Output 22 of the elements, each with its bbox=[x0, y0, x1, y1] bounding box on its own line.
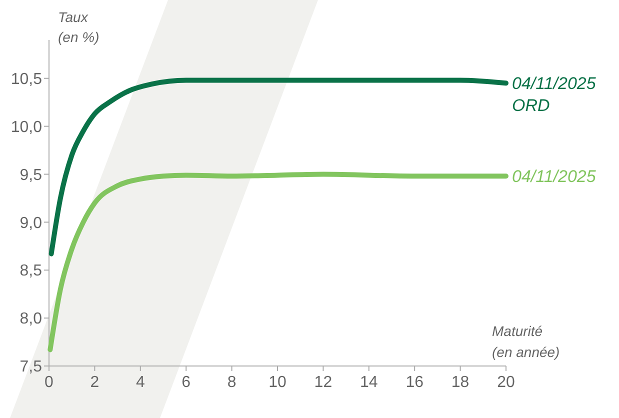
x-tick-label: 20 bbox=[497, 374, 515, 391]
y-tick-label: 10,5 bbox=[10, 70, 42, 88]
x-axis-title: Maturité (en année) bbox=[492, 323, 560, 360]
y-tick-label: 7,5 bbox=[20, 358, 42, 376]
x-tick-label: 6 bbox=[182, 374, 191, 391]
x-tick-label: 8 bbox=[227, 374, 236, 391]
x-tick-label: 0 bbox=[44, 374, 54, 391]
y-tick-label: 9,5 bbox=[20, 166, 42, 184]
y-tick-label: 8,0 bbox=[20, 310, 42, 328]
x-tick-label: 10 bbox=[268, 374, 286, 391]
x-tick-label: 16 bbox=[406, 374, 424, 391]
y-tick-label: 10,0 bbox=[10, 118, 42, 136]
y-axis-title: Taux (en %) bbox=[58, 9, 100, 45]
y-tick-label: 8,5 bbox=[20, 262, 42, 280]
x-tick-label: 2 bbox=[90, 374, 100, 391]
y-tick-label: 9,0 bbox=[20, 214, 42, 232]
x-tick-label: 12 bbox=[314, 374, 332, 391]
x-tick-label: 4 bbox=[136, 374, 145, 391]
x-tick-label: 18 bbox=[451, 374, 470, 391]
series-label: 04/11/2025 bbox=[512, 167, 596, 186]
series-label: 04/11/2025 ORD bbox=[512, 74, 596, 116]
x-tick-label: 14 bbox=[360, 374, 378, 391]
